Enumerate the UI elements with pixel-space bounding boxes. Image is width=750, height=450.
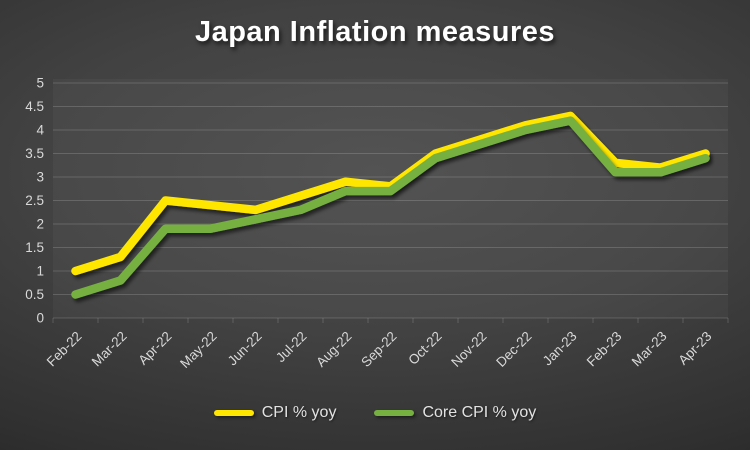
legend-item-cpi: CPI % yoy xyxy=(213,404,337,422)
x-tick-label: Oct-22 xyxy=(405,329,444,368)
x-axis-ticks xyxy=(52,318,729,323)
x-tick-label: Nov-22 xyxy=(448,329,489,370)
x-tick-label: Mar-23 xyxy=(629,329,670,370)
x-tick-label: Apr-22 xyxy=(135,329,174,368)
y-tick-label: 2.5 xyxy=(25,193,44,208)
y-tick-label: 5 xyxy=(36,76,44,91)
x-tick-label: Jun-22 xyxy=(225,329,265,369)
series-line-1 xyxy=(71,116,710,299)
x-tick-label: Mar-22 xyxy=(89,329,130,370)
x-tick-label: Feb-22 xyxy=(44,329,85,370)
legend-swatch-core-cpi-icon xyxy=(374,410,415,416)
x-tick-label: Apr-23 xyxy=(675,329,714,368)
x-tick-label: Jan-23 xyxy=(540,329,580,369)
x-tick-label: Sep-22 xyxy=(358,329,399,370)
y-tick-label: 0.5 xyxy=(25,287,44,302)
y-tick-label: 0 xyxy=(36,311,44,326)
x-tick-label: Aug-22 xyxy=(313,329,354,370)
legend: CPI % yoy Core CPI % yoy xyxy=(0,404,750,422)
legend-label-core-cpi: Core CPI % yoy xyxy=(422,404,537,421)
chart-title: Japan Inflation measures xyxy=(194,16,556,48)
y-tick-label: 3.5 xyxy=(25,146,44,161)
x-axis-labels: Feb-22 Mar-22 Apr-22 May-22 Jun-22 Jul-22 Aug-… xyxy=(44,329,715,371)
y-tick-label: 4.5 xyxy=(25,99,44,114)
legend-item-core-cpi: Core CPI % yoy xyxy=(374,404,536,422)
x-tick-label: Jul-22 xyxy=(273,329,310,366)
y-tick-label: 1.5 xyxy=(25,240,44,255)
x-tick-label: Feb-23 xyxy=(584,329,625,370)
x-tick-label: Dec-22 xyxy=(493,329,534,370)
plot-background xyxy=(53,79,728,318)
y-tick-label: 3 xyxy=(36,170,44,185)
y-tick-label: 1 xyxy=(36,264,44,279)
x-tick-label: May-22 xyxy=(177,329,219,371)
y-axis-labels: 0 0.5 1 1.5 2 2.5 3 3.5 4 4.5 5 xyxy=(25,76,44,326)
legend-label-cpi: CPI % yoy xyxy=(261,404,337,421)
y-tick-label: 2 xyxy=(36,217,44,232)
gridlines xyxy=(53,82,728,319)
legend-swatch-cpi-icon xyxy=(213,410,254,416)
y-tick-label: 4 xyxy=(36,123,44,138)
